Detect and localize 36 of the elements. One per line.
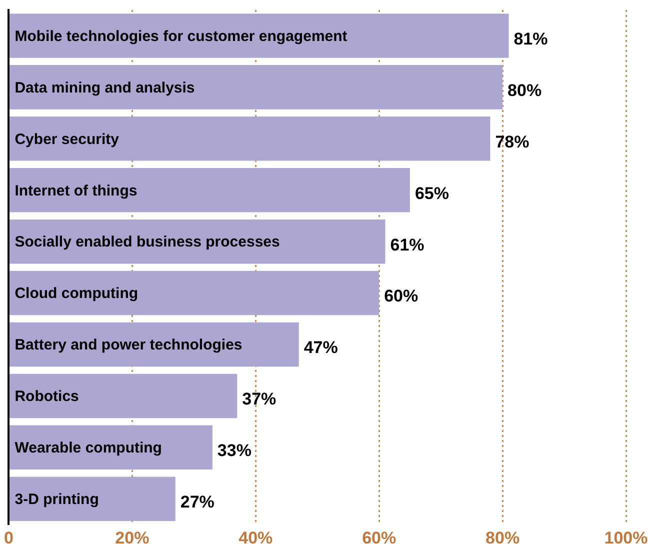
- x-tick-label: 80%: [486, 528, 520, 548]
- bar: [9, 374, 238, 418]
- bar: [9, 168, 410, 212]
- bar: [9, 425, 212, 470]
- data-label: 78%: [495, 132, 530, 152]
- data-label: 80%: [508, 80, 542, 100]
- bar: [9, 14, 509, 58]
- data-label: 65%: [414, 184, 449, 203]
- bar: [9, 65, 503, 110]
- y-tick-label: 3-D printing: [14, 491, 99, 508]
- y-tick-label: Wearable computing: [14, 440, 162, 457]
- bar: [9, 219, 386, 264]
- x-tick-label: 40%: [238, 528, 273, 548]
- data-label: 61%: [390, 235, 424, 254]
- bar: [9, 322, 299, 367]
- x-tick-label: 100%: [604, 528, 648, 548]
- y-tick-label: Cloud computing: [14, 285, 138, 302]
- x-tick-label: 60%: [362, 528, 396, 548]
- data-label: 60%: [384, 286, 418, 306]
- x-tick-label: 0: [4, 528, 14, 548]
- y-tick-label: Internet of things: [14, 182, 138, 200]
- data-label: 33%: [217, 441, 252, 460]
- y-tick-label: Data mining and analysis: [14, 79, 195, 96]
- data-label: 27%: [180, 492, 214, 512]
- y-tick-label: Robotics: [14, 388, 79, 406]
- bar: [9, 116, 490, 161]
- data-label: 81%: [514, 29, 548, 48]
- x-tick-label: 20%: [115, 528, 150, 548]
- y-tick-label: Cyber security: [14, 130, 120, 148]
- bar: [9, 476, 176, 521]
- y-tick-label: Socially enabled business processes: [14, 234, 280, 251]
- data-label: 37%: [242, 390, 276, 409]
- bar: [9, 270, 380, 316]
- y-tick-label: Battery and power technologies: [14, 336, 242, 354]
- y-tick-label: Mobile technologies for customer engagement: [14, 28, 348, 45]
- data-label: 47%: [304, 338, 338, 358]
